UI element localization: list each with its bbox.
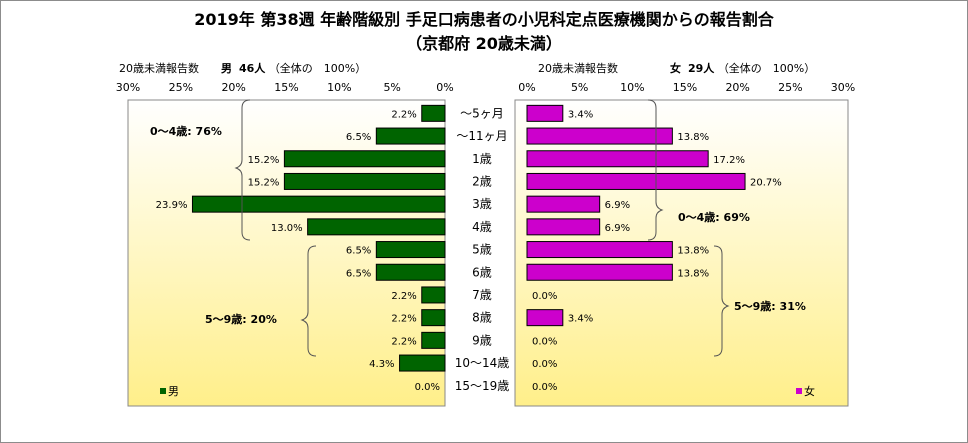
male-header-sex: 男 xyxy=(221,62,232,75)
category-label: ～11ヶ月 xyxy=(456,129,507,143)
female-x-tick: 10% xyxy=(620,81,644,94)
female-bracket-5-9 xyxy=(713,245,730,357)
female-bar-label: 13.8% xyxy=(677,246,709,257)
female-bar xyxy=(526,127,673,145)
male-bar xyxy=(375,127,446,145)
female-legend-label: 女 xyxy=(804,384,815,398)
male-bar-label: 13.0% xyxy=(271,223,303,234)
male-bar xyxy=(307,218,446,236)
category-label: 3歳 xyxy=(472,197,492,211)
female-bracket-5-9-label: 5～9歳: 31% xyxy=(734,299,806,313)
male-x-tick: 5% xyxy=(383,81,400,94)
male-bar-label: 23.9% xyxy=(156,200,188,211)
female-header-label: 20歳未満報告数 xyxy=(538,62,618,75)
female-x-tick: 15% xyxy=(673,81,697,94)
female-bar-label: 3.4% xyxy=(568,109,593,120)
female-bar xyxy=(526,104,564,122)
female-bar-label: 6.9% xyxy=(605,200,630,211)
category-label: ～5ヶ月 xyxy=(460,106,504,120)
chart-subtitle: （京都府 20歳未満） xyxy=(406,34,562,53)
female-header: 20歳未満報告数 女 29人 （全体の 100%） xyxy=(538,60,815,76)
male-bracket-5-9-label: 5～9歳: 20% xyxy=(205,312,277,326)
category-label: 2歳 xyxy=(472,174,492,188)
male-bar-label: 2.2% xyxy=(391,109,416,120)
male-bar xyxy=(421,104,446,122)
male-legend-swatch xyxy=(160,388,166,394)
male-bar xyxy=(283,150,446,168)
female-bar xyxy=(526,172,746,190)
category-label: 15～19歳 xyxy=(455,379,510,393)
male-header: 20歳未満報告数 男 46人 （全体の 100%） xyxy=(119,60,366,76)
category-label: 8歳 xyxy=(472,311,492,325)
male-bracket-5-9 xyxy=(300,245,317,357)
male-bar-label: 2.2% xyxy=(391,336,416,347)
female-bar-label: 17.2% xyxy=(713,155,745,166)
male-legend-label: 男 xyxy=(168,385,179,398)
male-bar-label: 15.2% xyxy=(248,155,280,166)
chart-title: 2019年 第38週 年齢階級別 手足口病患者の小児科定点医療機関からの報告割合 xyxy=(194,10,774,29)
female-header-count: 29人 xyxy=(688,62,715,75)
male-bar xyxy=(375,263,446,281)
male-header-label: 20歳未満報告数 xyxy=(119,62,199,75)
female-x-tick: 30% xyxy=(831,81,855,94)
female-bracket-0-4-label: 0～4歳: 69% xyxy=(678,210,750,224)
male-bracket-0-4 xyxy=(234,99,251,241)
male-bar-label: 4.3% xyxy=(369,359,394,370)
male-bar xyxy=(283,172,446,190)
category-label: 6歳 xyxy=(472,265,492,279)
male-bar xyxy=(191,195,446,213)
male-x-tick: 20% xyxy=(221,81,245,94)
male-bar xyxy=(421,331,446,349)
male-header-total: （全体の 100%） xyxy=(268,62,367,75)
female-bar-label: 0.0% xyxy=(532,336,557,347)
male-x-tick: 0% xyxy=(436,81,453,94)
female-bar xyxy=(526,263,673,281)
male-x-tick: 10% xyxy=(327,81,351,94)
female-x-tick: 5% xyxy=(571,81,588,94)
male-bar xyxy=(375,241,446,259)
male-bar-label: 2.2% xyxy=(391,291,416,302)
female-bar-label: 0.0% xyxy=(532,291,557,302)
female-bar-label: 20.7% xyxy=(750,177,782,188)
category-label: 1歳 xyxy=(472,152,492,166)
female-bar xyxy=(526,309,564,327)
male-bar-label: 6.5% xyxy=(346,268,371,279)
female-header-sex: 女 xyxy=(670,62,681,75)
male-bar xyxy=(399,354,446,372)
male-bar-label: 0.0% xyxy=(415,382,440,393)
female-bar-label: 3.4% xyxy=(568,314,593,325)
female-bar xyxy=(526,150,709,168)
male-bar-label: 15.2% xyxy=(248,177,280,188)
category-label: 9歳 xyxy=(472,333,492,347)
category-label: 5歳 xyxy=(472,243,492,257)
female-bar xyxy=(526,195,601,213)
male-bracket-0-4-label: 0～4歳: 76% xyxy=(150,124,222,138)
female-bracket-0-4 xyxy=(647,99,664,241)
female-bar xyxy=(526,241,673,259)
male-x-tick: 15% xyxy=(274,81,298,94)
male-x-tick: 25% xyxy=(169,81,193,94)
male-bar xyxy=(421,286,446,304)
male-bar-label: 6.5% xyxy=(346,246,371,257)
female-bar-label: 13.8% xyxy=(677,132,709,143)
category-label: 10～14歳 xyxy=(455,356,510,370)
female-bar-label: 13.8% xyxy=(677,268,709,279)
female-bar xyxy=(526,218,601,236)
female-x-tick: 20% xyxy=(725,81,749,94)
male-bar-label: 6.5% xyxy=(346,132,371,143)
female-bar-label: 0.0% xyxy=(532,359,557,370)
female-x-tick: 0% xyxy=(518,81,535,94)
category-label: 4歳 xyxy=(472,220,492,234)
female-x-tick: 25% xyxy=(778,81,802,94)
female-bar-label: 0.0% xyxy=(532,382,557,393)
male-bar xyxy=(421,309,446,327)
female-legend-swatch xyxy=(796,388,802,394)
female-bar-label: 6.9% xyxy=(605,223,630,234)
female-header-total: （全体の 100%） xyxy=(717,62,816,75)
male-bar-label: 2.2% xyxy=(391,314,416,325)
male-header-count: 46人 xyxy=(239,62,266,75)
male-x-tick: 30% xyxy=(116,81,140,94)
category-label: 7歳 xyxy=(472,288,492,302)
